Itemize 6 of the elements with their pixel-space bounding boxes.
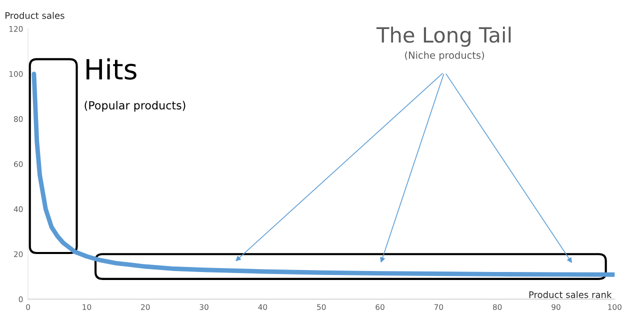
x-axis-title: Product sales rank (529, 291, 612, 298)
annotation: Hits (86, 58, 136, 80)
annotation: (Popular products) (84, 100, 186, 112)
annotation: (Niche products) (405, 51, 484, 61)
y-axis-title: Product sales (6, 12, 64, 19)
annotation: The Long Tail (376, 26, 511, 47)
